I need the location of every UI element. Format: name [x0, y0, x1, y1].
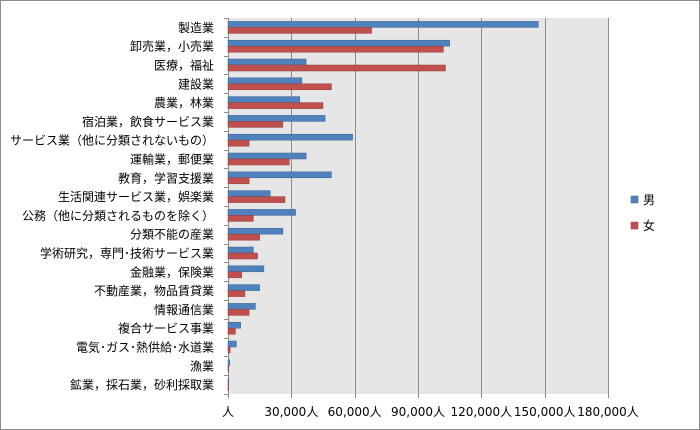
category-label: 情報通信業	[154, 303, 214, 317]
category-label: 鉱業，採石業，砂利採取業	[70, 377, 214, 392]
legend-swatch-1	[630, 221, 639, 230]
bar-male-11	[227, 227, 284, 235]
bar-female-5	[227, 121, 284, 128]
bar-female-4	[227, 102, 324, 109]
category-label: 漁業	[190, 359, 214, 373]
bar-male-10	[227, 209, 296, 216]
bar-female-6	[227, 139, 250, 147]
bar-male-18	[227, 359, 230, 367]
bar-female-13	[227, 271, 242, 279]
bar-male-17	[227, 340, 237, 348]
x-tick-label: 90,000人	[391, 405, 445, 419]
bar-male-12	[227, 246, 254, 254]
bar-female-8	[227, 177, 250, 185]
bar-female-2	[227, 64, 446, 72]
bar-female-9	[227, 196, 286, 203]
bars	[227, 21, 539, 391]
category-label: 学術研究，専門･技術サービス業	[40, 246, 214, 261]
bar-female-16	[227, 327, 236, 335]
bar-female-12	[227, 252, 258, 260]
bar-male-8	[227, 171, 332, 179]
bar-male-19	[227, 378, 230, 385]
category-label: 生活関連サービス業，娯楽業	[58, 190, 214, 204]
category-label: 電気･ガス･熱供給･水道業	[76, 340, 214, 355]
x-tick-label: 60,000人	[328, 405, 382, 419]
bar-female-3	[227, 83, 332, 91]
bar-male-15	[227, 303, 256, 310]
gridlines	[224, 18, 609, 398]
legend-swatch-0	[630, 195, 639, 204]
category-label: 宿泊業，飲食サービス業	[82, 114, 214, 129]
bar-female-14	[227, 290, 246, 297]
x-tick-label: 180,000人	[577, 405, 639, 419]
x-tick-label: 人	[222, 405, 234, 419]
category-label: 金融業，保険業	[130, 264, 214, 279]
legend-label-0: 男	[643, 193, 655, 207]
bar-male-4	[227, 96, 301, 103]
legend-label-1: 女	[643, 218, 655, 233]
x-tick-label: 30,000人	[264, 405, 318, 419]
bar-female-15	[227, 309, 250, 316]
bar-female-18	[227, 365, 229, 373]
bar-male-1	[227, 39, 450, 47]
bar-female-11	[227, 233, 260, 241]
category-label: 公務（他に分類されるものを除く）	[22, 208, 214, 223]
bar-female-1	[227, 45, 444, 53]
category-label: 運輸業，郵便業	[130, 152, 214, 167]
category-label: 不動産業，物品賃貸業	[94, 283, 214, 298]
bar-male-3	[227, 77, 303, 85]
category-labels: 製造業卸売業，小売業医療，福祉建設業農業，林業宿泊業，飲食サービス業サービス業（…	[10, 21, 214, 392]
x-tick-label: 150,000人	[514, 405, 576, 419]
category-label: 医療，福祉	[154, 58, 214, 73]
category-label: 農業，林業	[154, 96, 214, 110]
bar-female-10	[227, 215, 254, 222]
bar-male-13	[227, 265, 265, 273]
category-label: 複合サービス事業	[118, 321, 214, 336]
category-label: サービス業（他に分類されないもの）	[10, 134, 214, 148]
bar-male-0	[227, 21, 539, 28]
category-label: 製造業	[178, 21, 214, 35]
category-label: 教育，学習支援業	[118, 170, 214, 185]
category-label: 卸売業，小売業	[130, 39, 214, 54]
category-label: 建設業	[178, 76, 214, 91]
bar-male-9	[227, 190, 271, 197]
category-label: 分類不能の産業	[130, 227, 214, 242]
bar-male-2	[227, 58, 307, 66]
bar-male-14	[227, 284, 260, 291]
legend: 男女	[630, 193, 655, 233]
tick-labels: 人 30,000人 60,000人 90,000人 120,000人 150,000人 18…	[222, 405, 639, 419]
bar-female-0	[227, 27, 372, 34]
bar-male-6	[227, 133, 353, 141]
bar-female-7	[227, 158, 290, 166]
bar-female-17	[227, 346, 231, 354]
bar-male-16	[227, 321, 241, 329]
bar-male-5	[227, 115, 326, 122]
x-tick-label: 120,000人	[451, 405, 513, 419]
bar-male-7	[227, 152, 307, 160]
bar-female-19	[227, 384, 229, 391]
